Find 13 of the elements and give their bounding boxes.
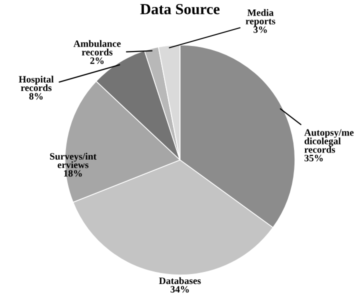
slice-label: Databases [159,277,201,284]
slice-label: Media reports [246,9,276,26]
data-label: 3% [254,26,267,33]
data-label: 35% [304,154,323,162]
data-label: 34% [170,286,189,293]
slice-label: Surveys/int erviews [50,152,96,168]
data-label: 2% [90,57,104,64]
slice-label: Autopsy/me dicolegal records [304,129,354,153]
data-label: 18% [64,170,82,177]
slice-label: Hospital records [18,76,54,92]
data-label: 8% [29,93,43,100]
chart-title: Data Source [140,4,220,14]
slice-label: Ambulance records [74,40,121,56]
